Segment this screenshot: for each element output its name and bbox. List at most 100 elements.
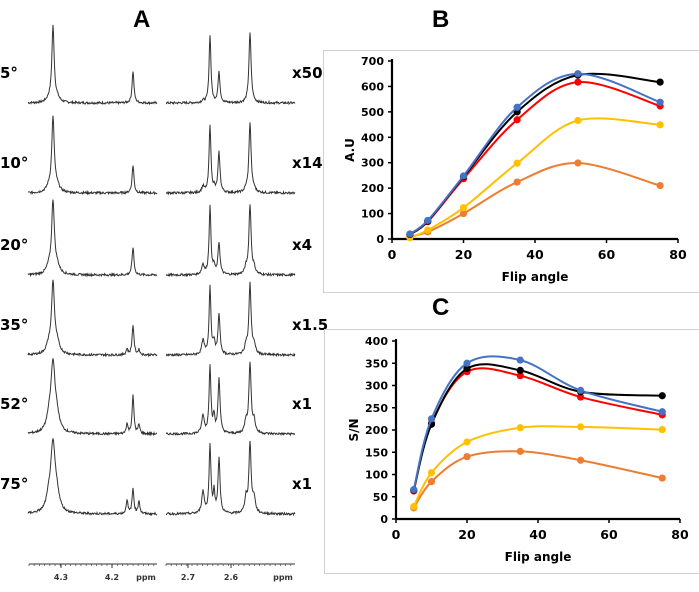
spectrum-left	[27, 199, 158, 278]
data-point-yellow	[427, 469, 436, 477]
x-axis-label: Flip angle	[505, 550, 572, 564]
data-point-blue	[577, 386, 585, 394]
data-point-red	[574, 78, 582, 86]
flip-angle-label: 5°	[0, 64, 18, 82]
panel-c-letter: C	[432, 294, 450, 321]
flip-angle-label: 20°	[0, 236, 28, 254]
data-point-yellow	[513, 159, 521, 167]
data-point-yellow	[656, 121, 664, 129]
data-point-blue	[410, 486, 418, 494]
y-tick-label: 200	[361, 182, 384, 195]
y-axis-label: S/N	[347, 418, 361, 441]
data-point-yellow	[516, 424, 524, 432]
x-tick-label: 60	[598, 247, 616, 262]
y-tick-label: 100	[361, 208, 384, 221]
data-point-blue	[459, 172, 468, 180]
data-point-orange	[463, 453, 471, 461]
flip-angle-label: 35°	[0, 316, 28, 334]
ppm-tick-label: 2.7	[181, 573, 195, 582]
flip-angle-label: 10°	[0, 154, 28, 172]
data-point-blue	[406, 230, 414, 238]
y-tick-label: 350	[365, 357, 388, 370]
spectrum-right	[165, 32, 296, 106]
series-line-orange	[412, 450, 663, 509]
spectrum-left	[27, 358, 157, 437]
spectrum-left	[27, 115, 158, 196]
x-tick-label: 80	[671, 527, 689, 542]
data-point-blue	[463, 359, 471, 367]
y-tick-label: 100	[365, 469, 388, 482]
y-axis-label: A.U	[343, 138, 357, 162]
chart-b-frame	[323, 50, 699, 293]
data-point-black	[658, 392, 666, 400]
y-tick-label: 400	[365, 335, 388, 348]
scale-factor-label: x4	[292, 236, 312, 254]
y-tick-label: 200	[365, 424, 388, 437]
data-point-yellow	[459, 204, 468, 212]
panel-a-letter: A	[133, 6, 151, 33]
y-tick-label: 300	[361, 157, 384, 170]
y-tick-label: 300	[365, 380, 388, 393]
data-point-orange	[459, 209, 468, 218]
series-line-yellow	[412, 425, 663, 508]
data-point-yellow	[463, 438, 471, 446]
y-tick-label: 250	[365, 402, 388, 415]
data-point-yellow	[658, 425, 666, 434]
spectrum-right	[165, 361, 295, 437]
scale-factor-label: x50	[292, 64, 323, 82]
x-tick-label: 0	[388, 247, 397, 262]
data-point-orange	[574, 159, 582, 167]
data-point-orange	[577, 456, 585, 464]
y-tick-label: 400	[361, 131, 384, 144]
scale-factor-label: x14	[292, 154, 323, 172]
spectrum-left	[27, 279, 158, 358]
data-point-black	[656, 78, 664, 86]
y-tick-label: 500	[361, 106, 384, 119]
data-point-blue	[658, 408, 666, 416]
data-point-orange	[513, 178, 521, 186]
spectrum-left	[27, 24, 158, 106]
ppm-tick-label: 4.3	[54, 573, 68, 582]
y-tick-label: 700	[361, 55, 384, 68]
x-tick-label: 0	[392, 527, 401, 542]
x-tick-label: 80	[669, 247, 687, 262]
data-point-black	[516, 366, 524, 374]
scale-factor-label: x1.5	[292, 316, 328, 334]
x-tick-label: 60	[600, 527, 618, 542]
data-point-yellow	[410, 502, 418, 511]
spectrum-right	[165, 204, 296, 278]
series-line-black	[412, 363, 663, 491]
data-point-orange	[658, 474, 666, 482]
y-tick-label: 0	[380, 513, 388, 526]
ppm-tick-label: 2.6	[224, 573, 239, 582]
data-point-red	[513, 116, 521, 124]
y-tick-label: 600	[361, 80, 384, 93]
data-point-red	[577, 393, 585, 401]
y-tick-label: 0	[376, 233, 384, 246]
y-tick-label: 150	[365, 446, 388, 459]
data-point-orange	[516, 447, 524, 455]
ppm-tick-label: 4.2	[105, 573, 119, 582]
scale-factor-label: x1	[292, 395, 312, 413]
spectrum-left	[27, 437, 158, 517]
x-tick-label: 40	[526, 247, 544, 262]
x-tick-label: 20	[455, 247, 473, 262]
spectrum-right	[165, 122, 296, 196]
data-point-blue	[574, 70, 582, 78]
data-point-orange	[427, 478, 436, 486]
spectrum-right	[165, 281, 296, 358]
flip-angle-label: 75°	[0, 475, 28, 493]
data-point-blue	[513, 103, 521, 111]
data-point-orange	[656, 182, 664, 190]
spectra-panel: 5° x50 10° x14 20° x4 35° x1.5 52° x1 75° x1 4.3 4.2 p…	[0, 24, 328, 582]
data-point-yellow	[424, 226, 432, 234]
scale-factor-label: x1	[292, 475, 312, 493]
data-point-black	[463, 364, 471, 373]
data-point-blue	[516, 356, 524, 364]
data-point-blue	[656, 98, 664, 106]
y-tick-label: 50	[373, 491, 389, 504]
ppm-unit-label: ppm	[273, 573, 293, 582]
x-tick-label: 20	[458, 527, 476, 542]
data-point-yellow	[574, 116, 582, 125]
